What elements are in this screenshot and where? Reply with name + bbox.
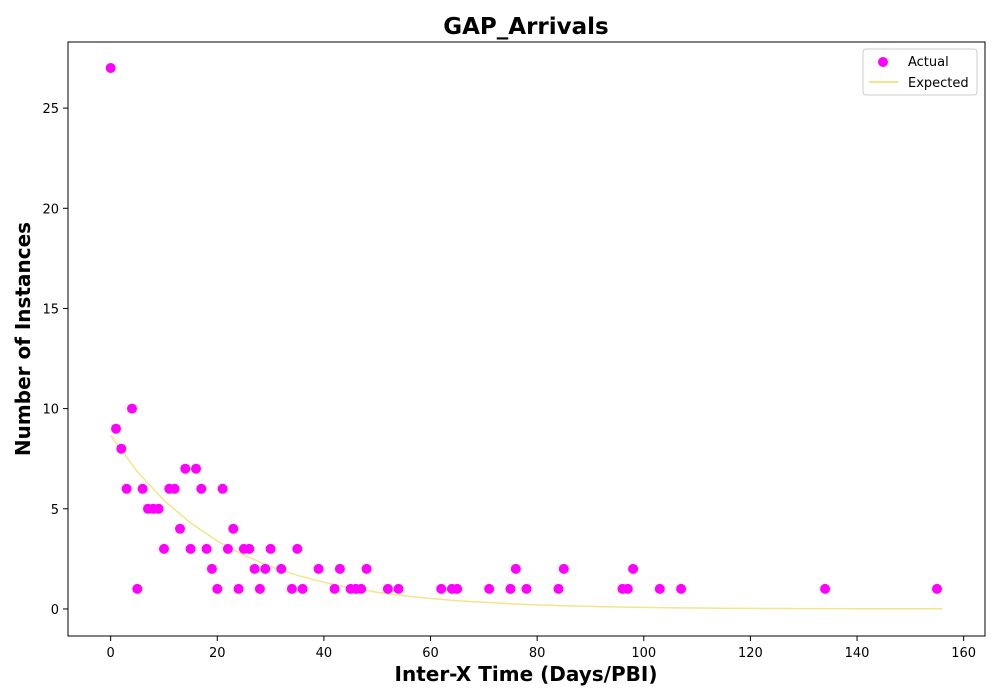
data-point [297,583,308,594]
data-point [191,463,201,474]
data-point [111,423,121,434]
data-point [132,583,143,594]
data-point [382,583,393,594]
data-point [558,563,569,574]
expected-line [110,435,943,610]
data-point [393,583,404,594]
legend-frame [862,48,978,96]
data-point [254,583,265,594]
data-point [313,563,324,574]
data-point [484,583,495,594]
data-point [628,563,639,574]
x-tick-label: 60 [422,646,439,661]
legend-expected-label: Expected [908,76,969,91]
chart-title: GAP_Arrivals [443,14,609,40]
data-point [286,583,297,594]
data-point [233,583,244,594]
data-point [334,563,345,574]
data-point [521,583,532,594]
data-point [153,503,164,514]
data-point [436,583,447,594]
data-point [292,543,303,554]
data-point [175,523,185,534]
data-point [265,543,276,554]
plot-area: 0 20 40 60 80 100 120 140 160 0 5 10 15 20 25 [42,41,986,661]
data-point [452,583,463,594]
x-tick-label: 160 [951,646,976,661]
data-point [137,483,148,494]
legend: Actual Expected [862,48,978,96]
data-point [196,483,207,494]
data-point [249,563,260,574]
data-point [180,463,191,474]
data-point [159,543,169,554]
data-point [553,583,564,594]
data-point [105,63,116,73]
data-point [276,563,287,574]
y-tick-label: 25 [42,102,59,117]
data-point [356,583,367,594]
data-point [217,483,228,494]
data-point [201,543,212,554]
data-point [127,403,137,414]
data-point [185,543,196,554]
data-point [932,583,942,594]
data-point [121,483,132,494]
data-point [505,583,516,594]
data-point [260,563,271,574]
x-tick-label: 100 [631,646,656,661]
data-point [622,583,633,594]
data-point [361,563,372,574]
y-tick-label: 5 [51,503,59,518]
data-point [212,583,223,594]
data-point [676,583,687,594]
x-tick-label: 80 [529,646,546,661]
data-point [169,483,180,494]
data-point [510,563,521,574]
y-tick-label: 20 [42,202,59,217]
x-tick-label: 0 [107,646,115,661]
x-tick-label: 120 [738,646,763,661]
data-point [116,443,127,454]
data-point [820,583,831,594]
data-point [244,543,255,554]
data-point [329,583,340,594]
x-tick-label: 140 [845,646,870,661]
data-point [222,543,233,554]
x-tick-label: 20 [209,646,226,661]
y-tick-label: 15 [42,302,59,317]
legend-actual-marker [878,57,888,67]
x-tick-label: 40 [316,646,333,661]
data-point [206,563,217,574]
data-point [228,523,239,534]
data-point [654,583,665,594]
x-axis-label: Inter-X Time (Days/PBI) [395,662,658,686]
plot-frame [67,41,986,637]
y-tick-label: 0 [51,603,59,618]
y-axis-label: Number of Instances [11,222,35,456]
y-tick-label: 10 [42,403,59,418]
legend-actual-label: Actual [908,55,949,70]
